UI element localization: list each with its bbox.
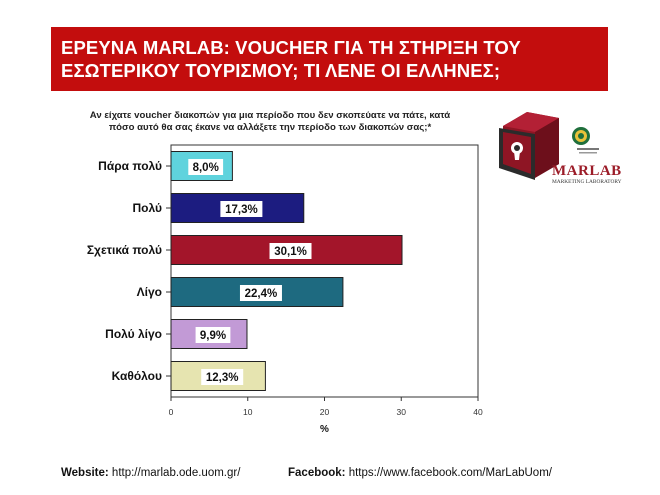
y-tick-label: Καθόλου	[112, 369, 162, 383]
data-label-box	[239, 285, 282, 301]
title-line-1: ΕΡΕΥΝΑ MARLAB: VOUCHER ΓΙΑ ΤΗ ΣΤΗΡΙΞΗ ΤΟ…	[61, 37, 521, 58]
data-label: 30,1%	[274, 246, 307, 258]
data-label: 8,0%	[193, 162, 219, 174]
x-tick-label: 20	[320, 407, 330, 417]
logo-subtitle: MARKETING LABORATORY	[552, 179, 622, 185]
data-label: 9,9%	[200, 330, 226, 342]
y-tick-label: Πολύ λίγο	[105, 327, 162, 341]
x-axis-label: %	[320, 424, 329, 435]
question-line-2: πόσο αυτό θα σας έκανε να αλλάξετε την π…	[108, 122, 432, 133]
facebook-label: Facebook:	[288, 467, 346, 479]
data-label: 17,3%	[225, 204, 258, 216]
data-label-box	[220, 201, 263, 217]
website-label: Website:	[61, 467, 109, 479]
facebook-link[interactable]: https://www.facebook.com/MarLabUom/	[348, 467, 552, 479]
data-label-box	[195, 327, 231, 343]
title-banner: ΕΡΕΥΝΑ MARLAB: VOUCHER ΓΙΑ ΤΗ ΣΤΗΡΙΞΗ ΤΟ…	[51, 27, 608, 91]
title-line-2: ΕΣΩΤΕΡΙΚΟΥ ΤΟΥΡΙΣΜΟΥ; ΤΙ ΛΕΝΕ ΟΙ ΕΛΛΗΝΕΣ…	[61, 60, 501, 81]
y-tick-label: Πάρα πολύ	[98, 159, 162, 173]
chart-question: Αν είχατε voucher διακοπών για μια περίο…	[55, 110, 485, 134]
y-tick-label: Πολύ	[133, 201, 162, 215]
x-tick-label: 0	[169, 407, 174, 417]
data-label: 22,4%	[245, 288, 278, 300]
website-footer: Website: http://marlab.ode.uom.gr/	[61, 467, 240, 479]
marlab-logo-icon	[499, 112, 599, 180]
facebook-footer: Facebook: https://www.facebook.com/MarLa…	[288, 467, 552, 479]
data-label-box	[269, 243, 312, 259]
data-label-box	[201, 369, 244, 385]
website-link[interactable]: http://marlab.ode.uom.gr/	[111, 467, 241, 479]
plot-frame	[170, 144, 479, 398]
x-tick-label: 30	[397, 407, 407, 417]
x-tick-label: 40	[473, 407, 483, 417]
y-tick-label: Σχετικά πολύ	[87, 243, 162, 257]
data-label: 12,3%	[206, 372, 239, 384]
data-label-box	[188, 159, 224, 175]
y-tick-label: Λίγο	[137, 285, 162, 299]
logo-name: MARLAB	[552, 163, 622, 179]
question-line-1: Αν είχατε voucher διακοπών για μια περίο…	[89, 110, 451, 121]
logo-wordmark: MARLAB MARKETING LABORATORY	[552, 163, 622, 186]
x-tick-label: 10	[243, 407, 253, 417]
